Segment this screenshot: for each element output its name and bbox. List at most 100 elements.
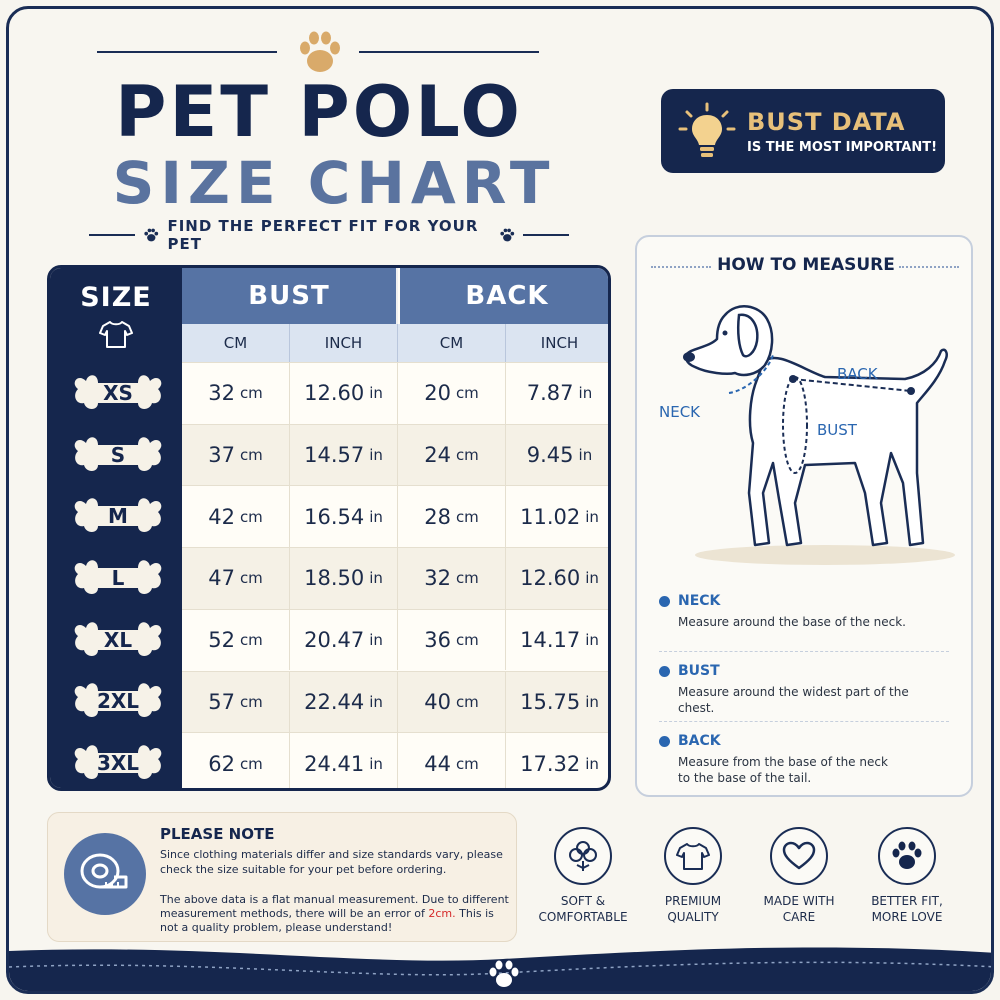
heart-icon: [782, 841, 816, 870]
cell-value: 42: [208, 504, 235, 529]
cell-value: 15.75: [520, 689, 581, 714]
tape-measure-icon-bg: [64, 833, 146, 915]
cell-unit: cm: [239, 631, 263, 650]
cell-value: 24: [424, 443, 451, 468]
cell-unit: cm: [239, 384, 263, 403]
back-group-header: BACK: [400, 268, 608, 324]
cell-unit: in: [585, 507, 599, 526]
feature-label: MADE WITH CARE: [763, 894, 835, 924]
cell-value: 20: [424, 381, 451, 406]
cell-unit: cm: [239, 569, 263, 588]
table-cell-back-in: 17.32 in: [506, 733, 608, 788]
cell-unit: cm: [455, 507, 479, 526]
cell-unit: cm: [455, 569, 479, 588]
table-cell-bust-cm: 57 cm: [182, 671, 290, 733]
cell-value: 40: [424, 689, 451, 714]
table-cell-back-in: 14.17 in: [506, 610, 608, 671]
cell-unit: in: [369, 507, 383, 526]
bone-icon: [74, 683, 162, 718]
feature-label: BETTER FIT, MORE LOVE: [871, 894, 943, 924]
table-cell-back-cm: 40 cm: [398, 671, 506, 733]
bone-icon: [74, 498, 162, 533]
table-cell-bust-cm: 42 cm: [182, 486, 290, 548]
table-cell-bust-cm: 52 cm: [182, 609, 290, 671]
measure-item-name: BUST: [678, 663, 720, 679]
dog-label-neck: NECK: [659, 403, 701, 421]
cell-unit: cm: [455, 384, 479, 403]
cell-unit: cm: [239, 446, 263, 465]
cell-value: 9.45: [526, 443, 574, 468]
cell-unit: in: [585, 569, 599, 588]
unit-header-bust-inch: INCH: [290, 324, 398, 362]
size-chart-page: PET POLO SIZE CHART FIND THE PERFECT FIT…: [6, 6, 994, 994]
paw-icon: [489, 960, 519, 987]
feature-label: SOFT & COMFORTABLE: [538, 894, 628, 924]
header-line-right: [359, 51, 539, 53]
size-label: XS: [103, 380, 133, 405]
cell-unit: in: [369, 569, 383, 588]
bullet-dot: [659, 665, 670, 677]
table-cell-back-in: 11.02 in: [506, 486, 608, 547]
cell-value: 32: [424, 566, 451, 591]
size-table: SIZE BUST BACK CM INCH CM INCH XS 32 cm 12.…: [47, 265, 611, 791]
cell-unit: in: [369, 446, 383, 465]
note-paragraph-1: Since clothing materials differ and size…: [160, 848, 503, 876]
measure-item-bust: BUST Measure around the widest part of t…: [659, 663, 959, 716]
tagline-text: FIND THE PERFECT FIT FOR YOUR PET: [167, 217, 479, 253]
cell-value: 12.60: [304, 381, 365, 406]
table-cell-bust-in: 24.41 in: [290, 733, 398, 788]
cell-unit: in: [578, 446, 593, 465]
table-cell-back-in: 12.60 in: [506, 548, 608, 609]
header-line-left: [97, 51, 277, 53]
dog-label-back: BACK: [837, 365, 879, 383]
table-cell-bust-in: 16.54 in: [290, 486, 398, 548]
page-title: PET POLO: [115, 71, 523, 153]
measure-item-neck: NECK Measure around the base of the neck…: [659, 593, 959, 630]
measure-item-desc: Measure from the base of the neck to the…: [678, 755, 888, 785]
paw-icon: [300, 31, 340, 72]
table-cell-bust-cm: 32 cm: [182, 363, 290, 424]
table-cell-bust-in: 20.47 in: [290, 609, 398, 671]
bust-data-badge: BUST DATA IS THE MOST IMPORTANT!: [661, 89, 945, 173]
measure-item-desc: Measure around the widest part of the ch…: [678, 685, 909, 715]
table-cell-bust-cm: 37 cm: [182, 424, 290, 486]
table-cell-bust-in: 12.60 in: [290, 363, 398, 424]
cell-value: 16.54: [304, 504, 365, 529]
feature-better-fit: BETTER FIT, MORE LOVE: [857, 827, 957, 925]
error-margin: 2cm.: [428, 907, 456, 920]
size-label-bone: 2XL: [72, 679, 164, 723]
cell-value: 24.41: [304, 751, 365, 776]
table-cell-back-in: 15.75 in: [506, 672, 608, 733]
cell-value: 20.47: [304, 628, 365, 653]
size-header-label: SIZE: [80, 282, 152, 313]
cell-unit: in: [585, 692, 599, 711]
cell-value: 47: [208, 566, 235, 591]
cell-value: 37: [208, 443, 235, 468]
size-label: S: [110, 442, 126, 467]
measure-item-back: BACK Measure from the base of the neck t…: [659, 733, 959, 786]
dog-measurement-illustration: BACK NECK BUST: [659, 305, 955, 565]
table-cell-back-cm: 32 cm: [398, 548, 506, 609]
note-text: This is not a quality problem, please un…: [160, 907, 494, 934]
feature-label: PREMIUM QUALITY: [664, 894, 722, 924]
cell-value: 32: [208, 381, 235, 406]
bone-icon: [74, 375, 162, 409]
tagline-dash-left: [89, 234, 135, 236]
cell-value: 62: [208, 751, 235, 776]
table-cell-back-in: 7.87 in: [506, 363, 608, 424]
size-label: M: [108, 504, 128, 529]
table-cell-bust-cm: 62 cm: [182, 733, 290, 788]
unit-header-bust-cm: CM: [182, 324, 290, 362]
size-label-bone: L: [72, 556, 164, 600]
cell-unit: cm: [455, 446, 479, 465]
feature-made-with-care: MADE WITH CARE: [749, 827, 849, 925]
note-title: PLEASE NOTE: [160, 825, 275, 843]
tagline: FIND THE PERFECT FIT FOR YOUR PET: [89, 217, 569, 253]
table-cell-back-cm: 44 cm: [398, 733, 506, 788]
title-dots-right: [899, 266, 959, 268]
measure-item-name: BACK: [678, 733, 721, 749]
feature-soft-comfortable: SOFT & COMFORTABLE: [533, 827, 633, 925]
table-row: 57 cm 22.44 in 40 cm 15.75 in: [182, 670, 608, 733]
page-subtitle: SIZE CHART: [112, 149, 556, 217]
cell-value: 57: [208, 689, 235, 714]
